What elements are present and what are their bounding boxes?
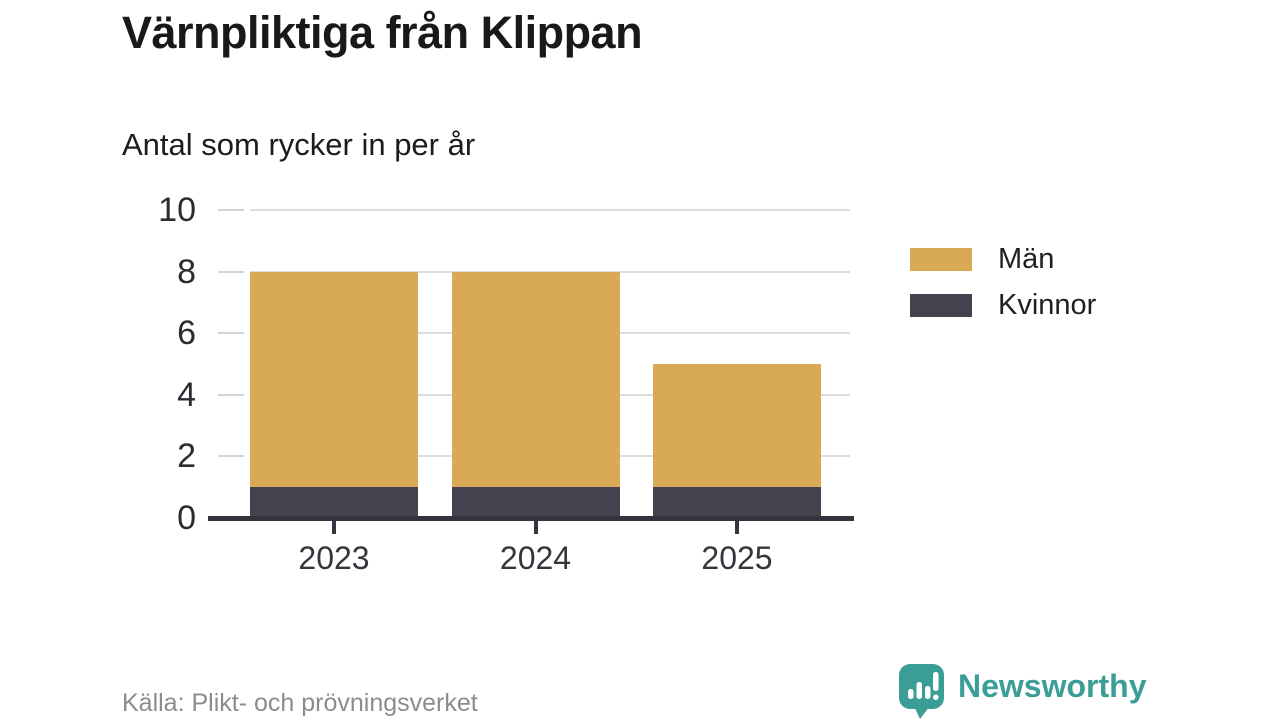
legend-swatch bbox=[910, 293, 972, 317]
bar-segment-kvinnor bbox=[451, 487, 620, 518]
legend-item-män: Män bbox=[910, 244, 1096, 274]
x-tick-mark bbox=[533, 521, 538, 534]
legend-item-kvinnor: Kvinnor bbox=[910, 290, 1096, 320]
y-tick-mark bbox=[218, 455, 244, 458]
x-tick-mark bbox=[735, 521, 739, 534]
newsworthy-wordmark: Newsworthy bbox=[958, 668, 1147, 704]
page-title: Värnpliktiga från Klippan bbox=[122, 7, 643, 58]
y-tick-mark bbox=[218, 332, 244, 335]
x-axis-line bbox=[208, 516, 854, 521]
y-axis-tick-label: 8 bbox=[177, 252, 196, 291]
y-tick-mark bbox=[218, 393, 244, 396]
x-axis-tick-label: 2025 bbox=[701, 540, 773, 576]
y-axis-tick-label: 2 bbox=[177, 437, 196, 476]
legend-label: Män bbox=[998, 243, 1055, 275]
chart-subtitle: Antal som rycker in per år bbox=[122, 127, 476, 162]
legend-label: Kvinnor bbox=[998, 289, 1097, 321]
newsworthy-logo: Newsworthy bbox=[898, 663, 1146, 720]
y-axis-tick-label: 0 bbox=[177, 499, 196, 537]
y-axis-tick-label: 4 bbox=[177, 375, 196, 414]
y-axis-tick-label: 6 bbox=[177, 314, 196, 353]
source-note: Källa: Plikt- och prövningsverket bbox=[122, 689, 478, 717]
y-tick-mark bbox=[218, 270, 244, 273]
bar-segment-män bbox=[250, 271, 418, 488]
x-tick-mark bbox=[332, 521, 336, 534]
x-axis-tick-label: 2024 bbox=[499, 540, 572, 576]
bar-segment-män bbox=[451, 271, 620, 488]
y-tick-mark bbox=[218, 209, 244, 211]
legend-swatch bbox=[910, 247, 972, 271]
y-axis-tick-label: 10 bbox=[158, 191, 196, 229]
chart-legend: Män Kvinnor bbox=[910, 244, 1096, 336]
bar-segment-kvinnor bbox=[250, 487, 418, 518]
newsworthy-bubble-chart-icon bbox=[899, 664, 944, 719]
y-gridline bbox=[250, 209, 850, 211]
bar-segment-män bbox=[653, 364, 821, 488]
x-axis-tick-label: 2023 bbox=[298, 540, 370, 576]
bar-segment-kvinnor bbox=[653, 487, 821, 518]
